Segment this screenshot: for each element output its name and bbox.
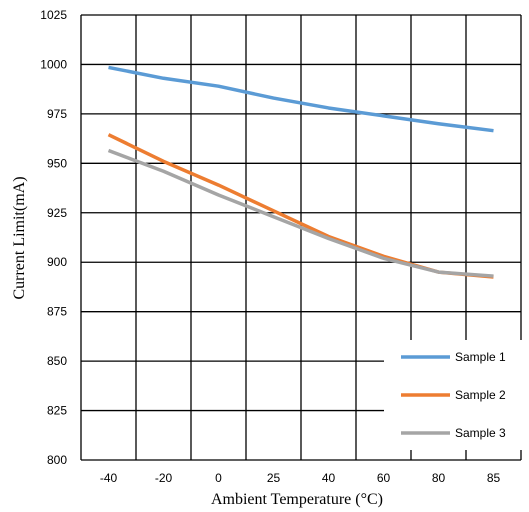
legend-label-1: Sample 1 — [455, 350, 506, 364]
x-tick-label: 80 — [432, 471, 446, 485]
x-tick-label: 85 — [487, 471, 501, 485]
grid-lines — [80, 14, 522, 461]
legend-label-3: Sample 3 — [455, 426, 506, 440]
y-tick-label: 825 — [47, 404, 67, 418]
y-tick-label: 1025 — [40, 8, 67, 22]
y-tick-label: 900 — [47, 255, 67, 269]
y-tick-label: 925 — [47, 206, 67, 220]
x-tick-label: 0 — [215, 471, 222, 485]
x-tick-label: 25 — [267, 471, 281, 485]
y-tick-labels: 800 825 850 875 900 925 950 975 1000 1025 — [40, 8, 67, 467]
y-tick-label: 975 — [47, 107, 67, 121]
x-tick-label: 60 — [377, 471, 391, 485]
y-tick-label: 1000 — [40, 57, 67, 71]
legend: Sample 1 Sample 2 Sample 3 — [384, 340, 522, 450]
y-tick-label: 950 — [47, 156, 67, 170]
y-axis-title: Current Limit(mA) — [11, 176, 28, 299]
x-tick-label: -40 — [100, 471, 118, 485]
x-axis-title: Ambient Temperature (°C) — [211, 491, 383, 508]
y-tick-label: 850 — [47, 354, 67, 368]
x-tick-label: -20 — [155, 471, 173, 485]
series-line-3 — [107, 148, 494, 278]
series-line-1 — [108, 65, 494, 133]
y-tick-label: 800 — [47, 453, 67, 467]
legend-label-2: Sample 2 — [455, 388, 506, 402]
y-tick-label: 875 — [47, 305, 67, 319]
x-tick-label: 40 — [322, 471, 336, 485]
x-tick-labels: -40 -20 0 25 40 60 80 85 — [100, 471, 501, 485]
series-lines — [107, 65, 494, 279]
